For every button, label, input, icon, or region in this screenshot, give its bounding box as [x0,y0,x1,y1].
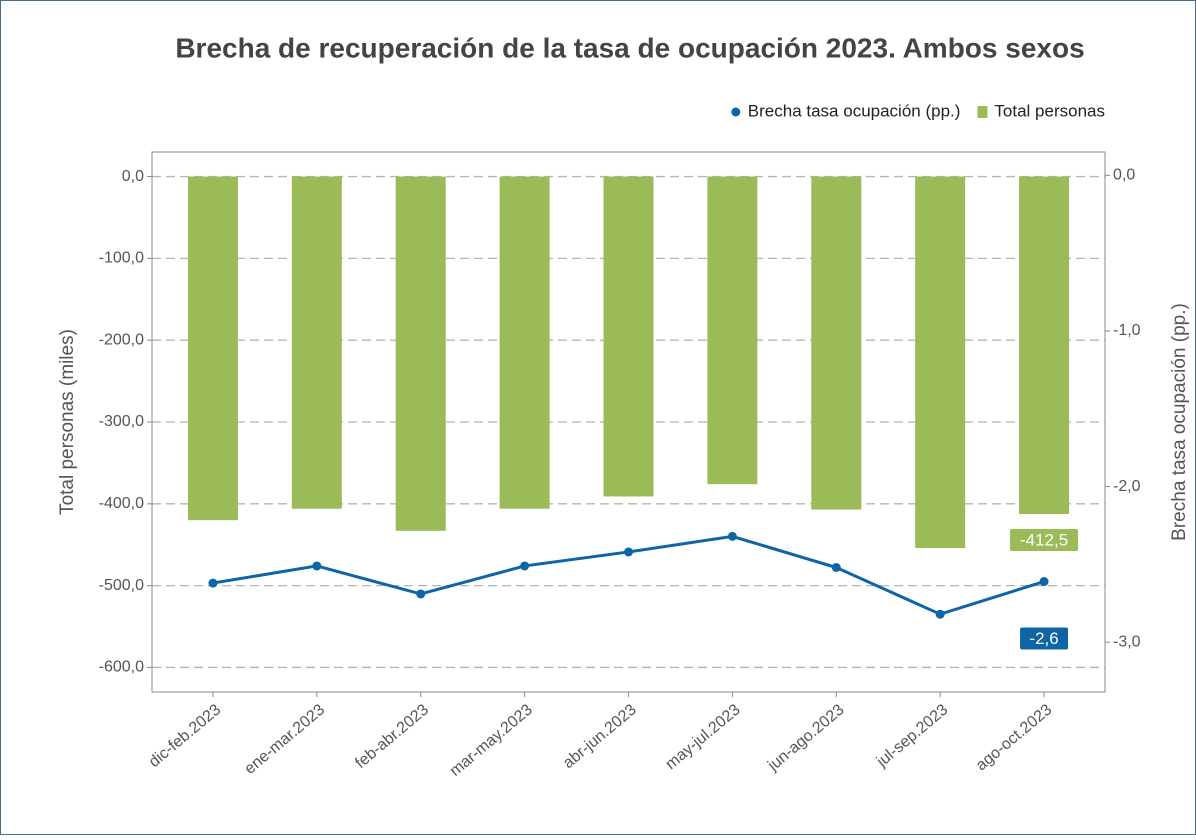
y2-tick-label: 0,0 [1113,167,1135,184]
bar [915,176,966,548]
y-tick-label: -200,0 [99,331,144,348]
data-label: -412,5 [1020,531,1068,550]
legend-label: Total personas [994,101,1105,120]
y-tick-label: -300,0 [99,413,144,430]
y-tick-label: -600,0 [99,659,144,676]
y2-tick-label: -3,0 [1113,633,1141,650]
point [312,561,322,571]
data-label-box [1010,529,1079,552]
data-label: -2,6 [1029,629,1058,648]
bar [707,176,758,485]
y2-tick-label: -1,0 [1113,322,1141,339]
point [208,578,218,588]
y-tick-label: -100,0 [99,250,144,267]
bar [1019,176,1070,515]
y-tick-label: -500,0 [99,577,144,594]
legend-marker [731,107,741,117]
point [1039,577,1049,587]
legend-marker [977,106,988,118]
bar [291,176,342,509]
legend-label: Brecha tasa ocupación (pp.) [748,101,961,120]
point [831,563,841,573]
point [624,547,633,557]
bar [499,176,550,509]
bar [187,176,238,521]
point [520,561,530,571]
y2-axis-label: Brecha tasa ocupación (pp.) [1169,303,1190,541]
bar [603,176,654,497]
data-label-box [1020,627,1069,650]
bar [395,176,446,531]
point [935,609,945,619]
point [416,589,426,599]
bar [811,176,862,510]
point [727,531,737,541]
y-tick-label: -400,0 [99,495,144,512]
y-tick-label: 0,0 [122,168,144,185]
chart-title: Brecha de recuperación de la tasa de ocu… [175,32,1084,63]
y-axis-label: Total personas (miles) [57,329,78,515]
y2-tick-label: -2,0 [1113,478,1141,495]
